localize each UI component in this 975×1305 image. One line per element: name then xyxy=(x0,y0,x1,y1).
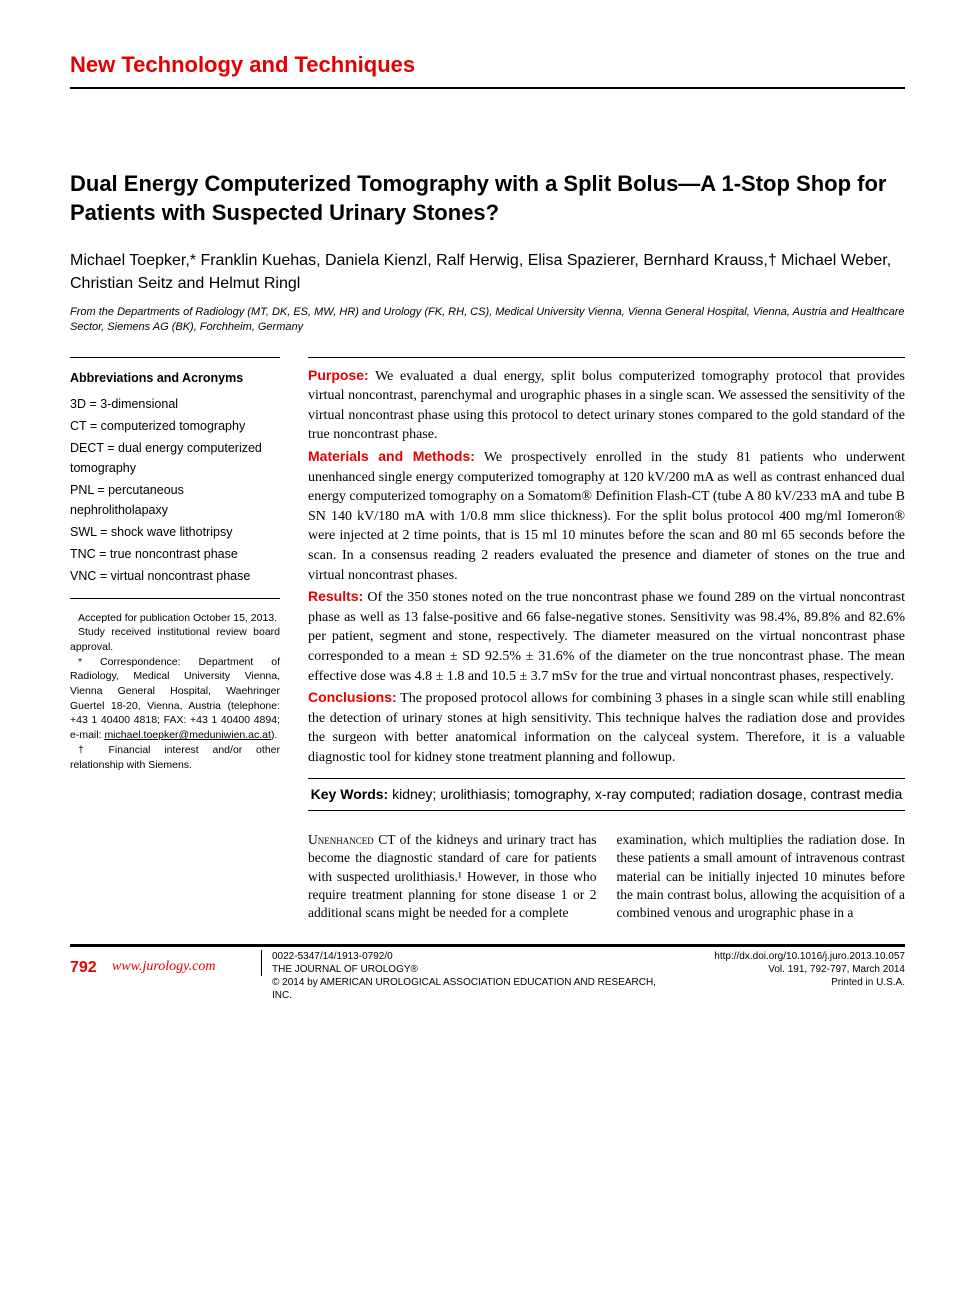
page-footer: 792 www.jurology.com 0022-5347/14/1913-0… xyxy=(70,944,905,1002)
footer-issn: 0022-5347/14/1913-0792/0 xyxy=(272,950,665,963)
footer-copyright: © 2014 by AMERICAN UROLOGICAL ASSOCIATIO… xyxy=(272,976,665,1002)
abbrev-item: TNC = true noncontrast phase xyxy=(70,544,280,564)
methods-label: Materials and Methods: xyxy=(308,448,475,464)
footnote-conflict: † Financial interest and/or other relati… xyxy=(70,743,280,772)
keywords-text: kidney; urolithiasis; tomography, x-ray … xyxy=(388,786,902,802)
journal-url[interactable]: www.jurology.com xyxy=(112,950,262,976)
section-header: New Technology and Techniques xyxy=(70,50,905,89)
lead-word: Unenhanced xyxy=(308,832,374,847)
abbrev-item: DECT = dual energy computerized tomograp… xyxy=(70,438,280,478)
footer-journal: THE JOURNAL OF UROLOGY® xyxy=(272,963,665,976)
purpose-label: Purpose: xyxy=(308,367,369,383)
abbrev-item: SWL = shock wave lithotripsy xyxy=(70,522,280,542)
footnotes: Accepted for publication October 15, 201… xyxy=(70,611,280,773)
page-number: 792 xyxy=(70,950,112,979)
abstract-methods: Materials and Methods: We prospectively … xyxy=(308,447,905,585)
affiliation: From the Departments of Radiology (MT, D… xyxy=(70,305,905,335)
abbreviations-title: Abbreviations and Acronyms xyxy=(70,368,280,388)
abstract-purpose: Purpose: We evaluated a dual energy, spl… xyxy=(308,366,905,445)
left-column: Abbreviations and Acronyms 3D = 3-dimens… xyxy=(70,357,280,923)
abstract-results: Results: Of the 350 stones noted on the … xyxy=(308,587,905,686)
footer-printed: Printed in U.S.A. xyxy=(665,976,905,989)
conclusions-label: Conclusions: xyxy=(308,689,397,705)
abstract-conclusions: Conclusions: The proposed protocol allow… xyxy=(308,688,905,767)
email-link[interactable]: michael.toepker@meduniwien.ac.at xyxy=(104,729,271,741)
right-column: Purpose: We evaluated a dual energy, spl… xyxy=(308,357,905,923)
body-columns: Unenhanced CT of the kidneys and urinary… xyxy=(308,831,905,922)
methods-text: We prospectively enrolled in the study 8… xyxy=(308,450,905,583)
footer-right: http://dx.doi.org/10.1016/j.juro.2013.10… xyxy=(665,950,905,989)
footnote-accepted: Accepted for publication October 15, 201… xyxy=(70,611,280,626)
purpose-text: We evaluated a dual energy, split bolus … xyxy=(308,369,905,443)
article-title: Dual Energy Computerized Tomography with… xyxy=(70,169,905,228)
footnote-correspondence: * Correspondence: Department of Radiolog… xyxy=(70,655,280,743)
footer-doi[interactable]: http://dx.doi.org/10.1016/j.juro.2013.10… xyxy=(665,950,905,963)
body-col-1: Unenhanced CT of the kidneys and urinary… xyxy=(308,831,597,922)
results-label: Results: xyxy=(308,588,363,604)
results-text: Of the 350 stones noted on the true nonc… xyxy=(308,590,905,683)
footer-vol: Vol. 191, 792-797, March 2014 xyxy=(665,963,905,976)
body-col-2: examination, which multiplies the radiat… xyxy=(617,831,906,922)
keywords-label: Key Words: xyxy=(311,786,389,802)
conclusions-text: The proposed protocol allows for combini… xyxy=(308,691,905,765)
authors: Michael Toepker,* Franklin Kuehas, Danie… xyxy=(70,250,905,295)
abbrev-item: CT = computerized tomography xyxy=(70,416,280,436)
abbreviations-box: Abbreviations and Acronyms 3D = 3-dimens… xyxy=(70,357,280,599)
footer-center: 0022-5347/14/1913-0792/0 THE JOURNAL OF … xyxy=(272,950,665,1002)
footnote-irb: Study received institutional review boar… xyxy=(70,625,280,654)
abbrev-item: VNC = virtual noncontrast phase xyxy=(70,566,280,586)
abstract-top-rule xyxy=(308,357,905,358)
abbrev-item: 3D = 3-dimensional xyxy=(70,394,280,414)
abbrev-item: PNL = percutaneous nephrolitholapaxy xyxy=(70,480,280,520)
keywords-block: Key Words: kidney; urolithiasis; tomogra… xyxy=(308,778,905,812)
